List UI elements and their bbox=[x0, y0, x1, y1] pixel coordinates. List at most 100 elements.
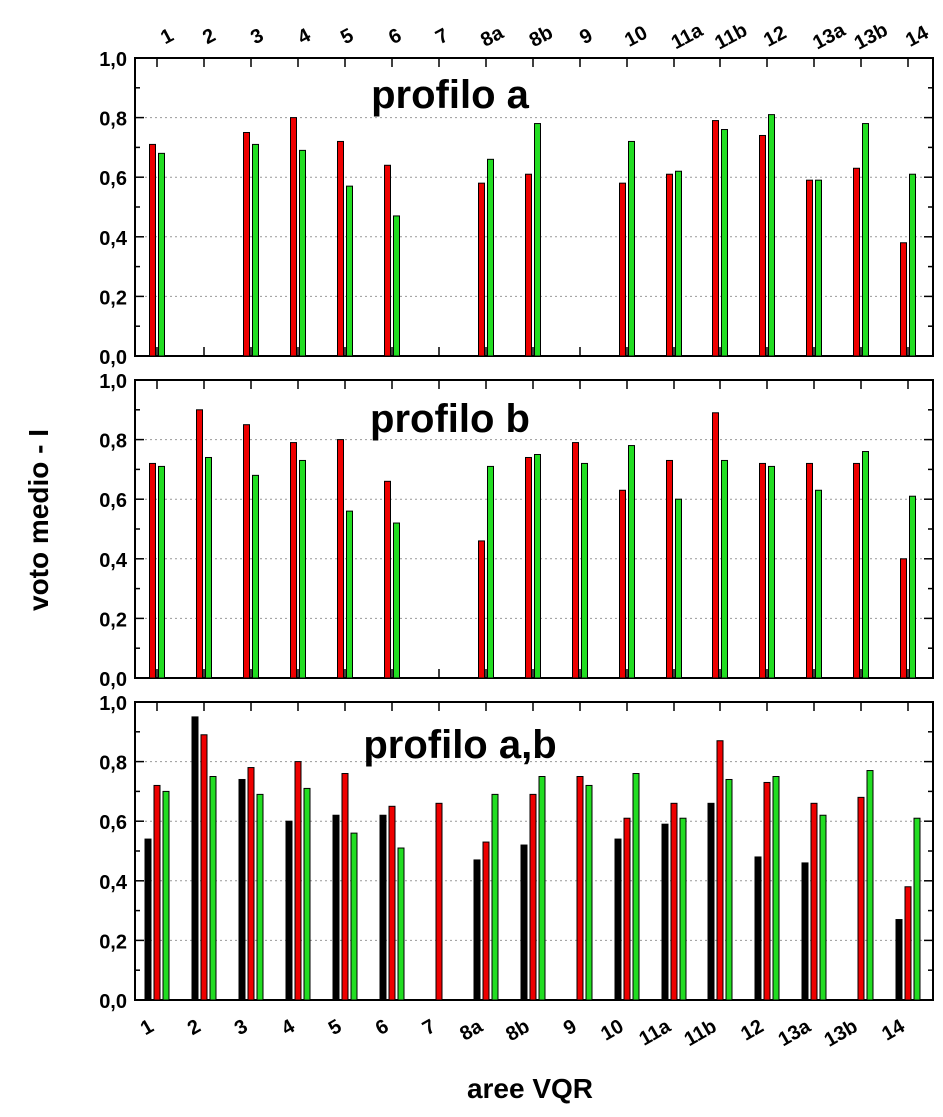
bar-green bbox=[487, 158, 494, 357]
bar-red bbox=[806, 179, 813, 357]
x-tick-label-bottom: 7 bbox=[419, 1015, 440, 1040]
bar-green bbox=[162, 790, 170, 1001]
bar-black bbox=[661, 823, 669, 1001]
bar-green bbox=[815, 179, 822, 357]
bar-red bbox=[290, 117, 297, 357]
y-tick-label: 0,6 bbox=[99, 812, 127, 834]
bar-red bbox=[763, 781, 771, 1001]
x-tick-label-bottom: 1 bbox=[137, 1015, 158, 1040]
bar-red bbox=[243, 132, 250, 357]
x-tick-label-top: 11b bbox=[711, 19, 751, 54]
bar-red bbox=[759, 134, 766, 357]
bar-green bbox=[632, 773, 640, 1001]
bar-green bbox=[534, 123, 541, 357]
bar-green bbox=[628, 140, 635, 357]
bar-green bbox=[252, 143, 259, 357]
panel-title: profilo a bbox=[371, 73, 530, 117]
y-tick-label: 0,2 bbox=[99, 931, 127, 953]
x-tick-label-bottom: 11b bbox=[681, 1015, 721, 1051]
x-tick-label-top: 7 bbox=[432, 24, 452, 49]
panel-title: profilo a,b bbox=[363, 723, 556, 767]
y-tick-label: 0,2 bbox=[99, 609, 127, 631]
x-tick-label-bottom: 9 bbox=[560, 1015, 581, 1040]
bar-red bbox=[666, 459, 673, 679]
bar-black bbox=[285, 820, 293, 1001]
bar-red bbox=[384, 164, 391, 357]
bar-green bbox=[299, 459, 306, 679]
x-tick-label-bottom: 3 bbox=[231, 1015, 252, 1040]
bar-red bbox=[759, 462, 766, 679]
bar-red bbox=[904, 886, 912, 1001]
y-tick-label: 0,8 bbox=[99, 753, 127, 775]
bar-red bbox=[529, 793, 537, 1001]
bar-green bbox=[538, 776, 546, 1001]
bar-green bbox=[725, 778, 733, 1001]
x-tick-label-top: 3 bbox=[247, 24, 267, 49]
bar-green bbox=[346, 510, 353, 679]
bar-green bbox=[913, 817, 921, 1001]
bar-red bbox=[525, 456, 532, 679]
bar-green bbox=[815, 489, 822, 679]
x-tick-label-top: 9 bbox=[576, 24, 596, 49]
bar-red bbox=[243, 424, 250, 679]
bar-red bbox=[623, 817, 631, 1001]
bar-green bbox=[679, 817, 687, 1001]
bar-green bbox=[909, 495, 916, 679]
bar-green bbox=[534, 454, 541, 679]
bar-green bbox=[675, 170, 682, 357]
x-tick-label-bottom: 2 bbox=[184, 1015, 205, 1040]
x-tick-label-bottom: 14 bbox=[878, 1015, 909, 1046]
bar-green bbox=[491, 793, 499, 1001]
bar-green bbox=[675, 498, 682, 679]
bar-red bbox=[712, 120, 719, 357]
bar-red bbox=[525, 173, 532, 357]
bar-green bbox=[581, 462, 588, 679]
bar-red bbox=[149, 143, 156, 357]
bar-red bbox=[435, 802, 443, 1001]
bar-black bbox=[895, 919, 903, 1001]
bar-red bbox=[478, 540, 485, 679]
bar-green bbox=[393, 215, 400, 357]
bar-green bbox=[209, 776, 217, 1001]
bar-black bbox=[473, 859, 481, 1001]
bar-red bbox=[576, 776, 584, 1001]
bar-red bbox=[247, 767, 255, 1001]
y-tick-label: 0,8 bbox=[99, 109, 127, 131]
y-tick-label: 0,0 bbox=[99, 347, 127, 369]
y-tick-label: 0,2 bbox=[99, 287, 127, 309]
bar-red bbox=[716, 740, 724, 1001]
bar-green bbox=[252, 474, 259, 679]
bar-red bbox=[149, 462, 156, 679]
bar-black bbox=[144, 838, 152, 1001]
bar-red bbox=[670, 802, 678, 1001]
bar-red bbox=[619, 489, 626, 679]
x-tick-label-top: 1 bbox=[157, 24, 177, 49]
bar-red bbox=[478, 182, 485, 357]
y-tick-label: 0,0 bbox=[99, 669, 127, 691]
bar-red bbox=[294, 761, 302, 1001]
x-tick-label-bottom: 8a bbox=[456, 1015, 487, 1046]
bar-red bbox=[806, 462, 813, 679]
bar-black bbox=[191, 716, 199, 1001]
bar-black bbox=[614, 838, 622, 1001]
x-tick-label-bottom: 12 bbox=[737, 1015, 767, 1045]
bar-green bbox=[350, 832, 358, 1001]
bar-green bbox=[346, 185, 353, 357]
bar-green bbox=[487, 465, 494, 679]
bar-red bbox=[853, 462, 860, 679]
bar-green bbox=[721, 129, 728, 357]
bar-red bbox=[196, 409, 203, 679]
bar-black bbox=[520, 844, 528, 1001]
bar-red bbox=[200, 734, 208, 1001]
bar-red bbox=[857, 796, 865, 1001]
bar-green bbox=[585, 784, 593, 1001]
x-tick-label-bottom: 8b bbox=[502, 1015, 533, 1046]
x-tick-label-top: 13b bbox=[851, 19, 892, 55]
bar-green bbox=[628, 445, 635, 679]
bar-red bbox=[666, 173, 673, 357]
x-tick-label-bottom: 6 bbox=[372, 1015, 393, 1040]
bar-green bbox=[205, 456, 212, 679]
x-tick-label-bottom: 13a bbox=[775, 1015, 816, 1051]
bar-red bbox=[900, 242, 907, 357]
